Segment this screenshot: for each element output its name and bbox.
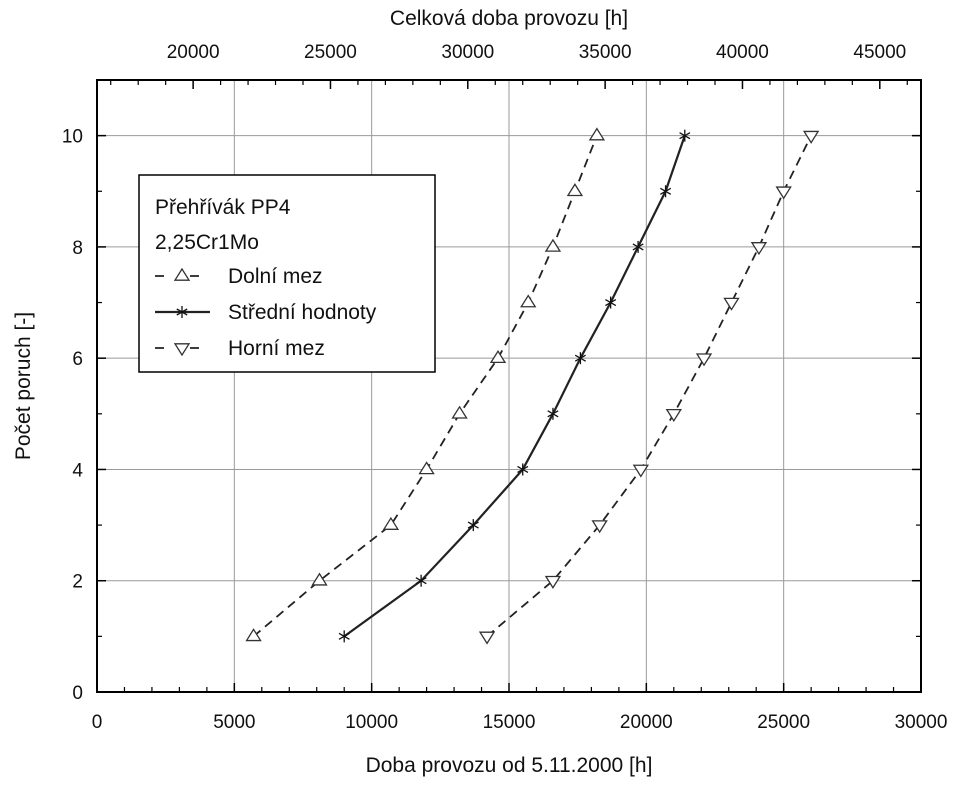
legend: Přehřívák PP4 2,25Cr1Mo Dolní mez Střední… bbox=[138, 174, 436, 373]
data-point bbox=[547, 407, 559, 420]
legend-label: Dolní mez bbox=[228, 265, 323, 288]
legend-entry: Dolní mez bbox=[155, 265, 323, 288]
x-tick-label: 25000 bbox=[757, 712, 810, 733]
y-tick-label: 10 bbox=[62, 127, 83, 148]
data-point bbox=[588, 127, 606, 141]
data-point bbox=[695, 353, 713, 367]
y-tick-label: 2 bbox=[72, 572, 83, 593]
legend-title-line-2: 2,25Cr1Mo bbox=[155, 231, 259, 254]
legend-entry: Horní mez bbox=[155, 337, 325, 360]
data-point bbox=[382, 516, 400, 530]
y-tick-label: 6 bbox=[72, 349, 83, 370]
asterisk-stroke bbox=[605, 298, 617, 307]
legend-swatch-marker bbox=[173, 343, 191, 357]
asterisk-stroke bbox=[679, 132, 691, 140]
data-point bbox=[467, 519, 479, 532]
y-tick-label: 4 bbox=[72, 460, 83, 481]
data-point bbox=[723, 297, 740, 311]
top-axis-title: Celková doba provozu [h] bbox=[390, 7, 628, 30]
data-point bbox=[679, 129, 691, 142]
data-point bbox=[489, 349, 507, 364]
legend-label: Střední hodnoty bbox=[228, 301, 377, 324]
asterisk-stroke bbox=[467, 521, 479, 529]
data-point bbox=[415, 574, 427, 587]
tick-labels: 0 5000 10000 15000 20000 25000 30000 20000 25000… bbox=[62, 42, 948, 733]
asterisk-stroke bbox=[547, 410, 559, 418]
data-point bbox=[245, 628, 262, 642]
x-tick-label: 30000 bbox=[895, 712, 948, 733]
series-line bbox=[252, 135, 598, 638]
data-point bbox=[418, 461, 435, 475]
top-tick-label: 25000 bbox=[304, 42, 357, 63]
plot-frame bbox=[96, 79, 922, 693]
legend-swatch-marker bbox=[176, 306, 188, 318]
data-point bbox=[632, 240, 644, 253]
legend-swatch-marker bbox=[173, 267, 191, 281]
data-point bbox=[451, 405, 468, 419]
y-tick-label: 0 bbox=[72, 683, 83, 704]
data-point bbox=[750, 242, 768, 256]
series-line bbox=[486, 135, 812, 638]
data-point bbox=[802, 130, 820, 144]
data-point bbox=[544, 575, 562, 589]
data-point bbox=[660, 185, 672, 198]
top-tick-label: 20000 bbox=[167, 42, 220, 63]
y-tick-label: 8 bbox=[72, 238, 83, 259]
data-point bbox=[605, 296, 617, 309]
asterisk-stroke bbox=[415, 577, 427, 585]
data-point bbox=[591, 520, 608, 534]
asterisk-stroke bbox=[574, 354, 586, 362]
data-point bbox=[632, 464, 650, 478]
x-axis-title: Doba provozu od 5.11.2000 [h] bbox=[366, 754, 653, 777]
top-tick-label: 30000 bbox=[441, 42, 494, 63]
data-point bbox=[311, 572, 328, 586]
series-2 bbox=[478, 130, 820, 645]
asterisk-stroke bbox=[517, 465, 529, 474]
data-point bbox=[517, 463, 529, 476]
series-0 bbox=[245, 127, 606, 642]
legend-label: Horní mez bbox=[228, 337, 325, 360]
asterisk-stroke bbox=[660, 187, 672, 195]
top-tick-label: 35000 bbox=[579, 42, 632, 63]
y-axis-title: Počet poruch [-] bbox=[12, 312, 35, 460]
x-tick-label: 10000 bbox=[345, 712, 398, 733]
top-tick-label: 45000 bbox=[853, 42, 906, 63]
asterisk-stroke bbox=[338, 632, 350, 640]
x-tick-label: 5000 bbox=[213, 712, 255, 733]
asterisk-stroke bbox=[176, 308, 188, 316]
data-point bbox=[338, 630, 350, 643]
data-point bbox=[665, 408, 682, 423]
data-point bbox=[566, 183, 584, 197]
series-line bbox=[343, 135, 686, 638]
x-tick-label: 20000 bbox=[620, 712, 673, 733]
legend-title-line-1: Přehřívák PP4 bbox=[155, 196, 291, 219]
series-group bbox=[245, 127, 820, 645]
x-tick-label: 15000 bbox=[483, 712, 536, 733]
legend-entries: Dolní mez Střední hodnoty Horní mez bbox=[155, 265, 377, 360]
legend-entry: Střední hodnoty bbox=[155, 301, 377, 324]
grid bbox=[97, 80, 921, 692]
data-point bbox=[520, 294, 537, 308]
data-point bbox=[478, 631, 496, 645]
x-tick-label: 0 bbox=[92, 712, 103, 733]
asterisk-stroke bbox=[632, 243, 644, 251]
data-point bbox=[775, 186, 792, 200]
top-tick-label: 40000 bbox=[716, 42, 769, 63]
series-1 bbox=[338, 129, 691, 643]
legend-box bbox=[138, 174, 436, 373]
data-point bbox=[574, 352, 586, 365]
data-point bbox=[544, 238, 562, 252]
